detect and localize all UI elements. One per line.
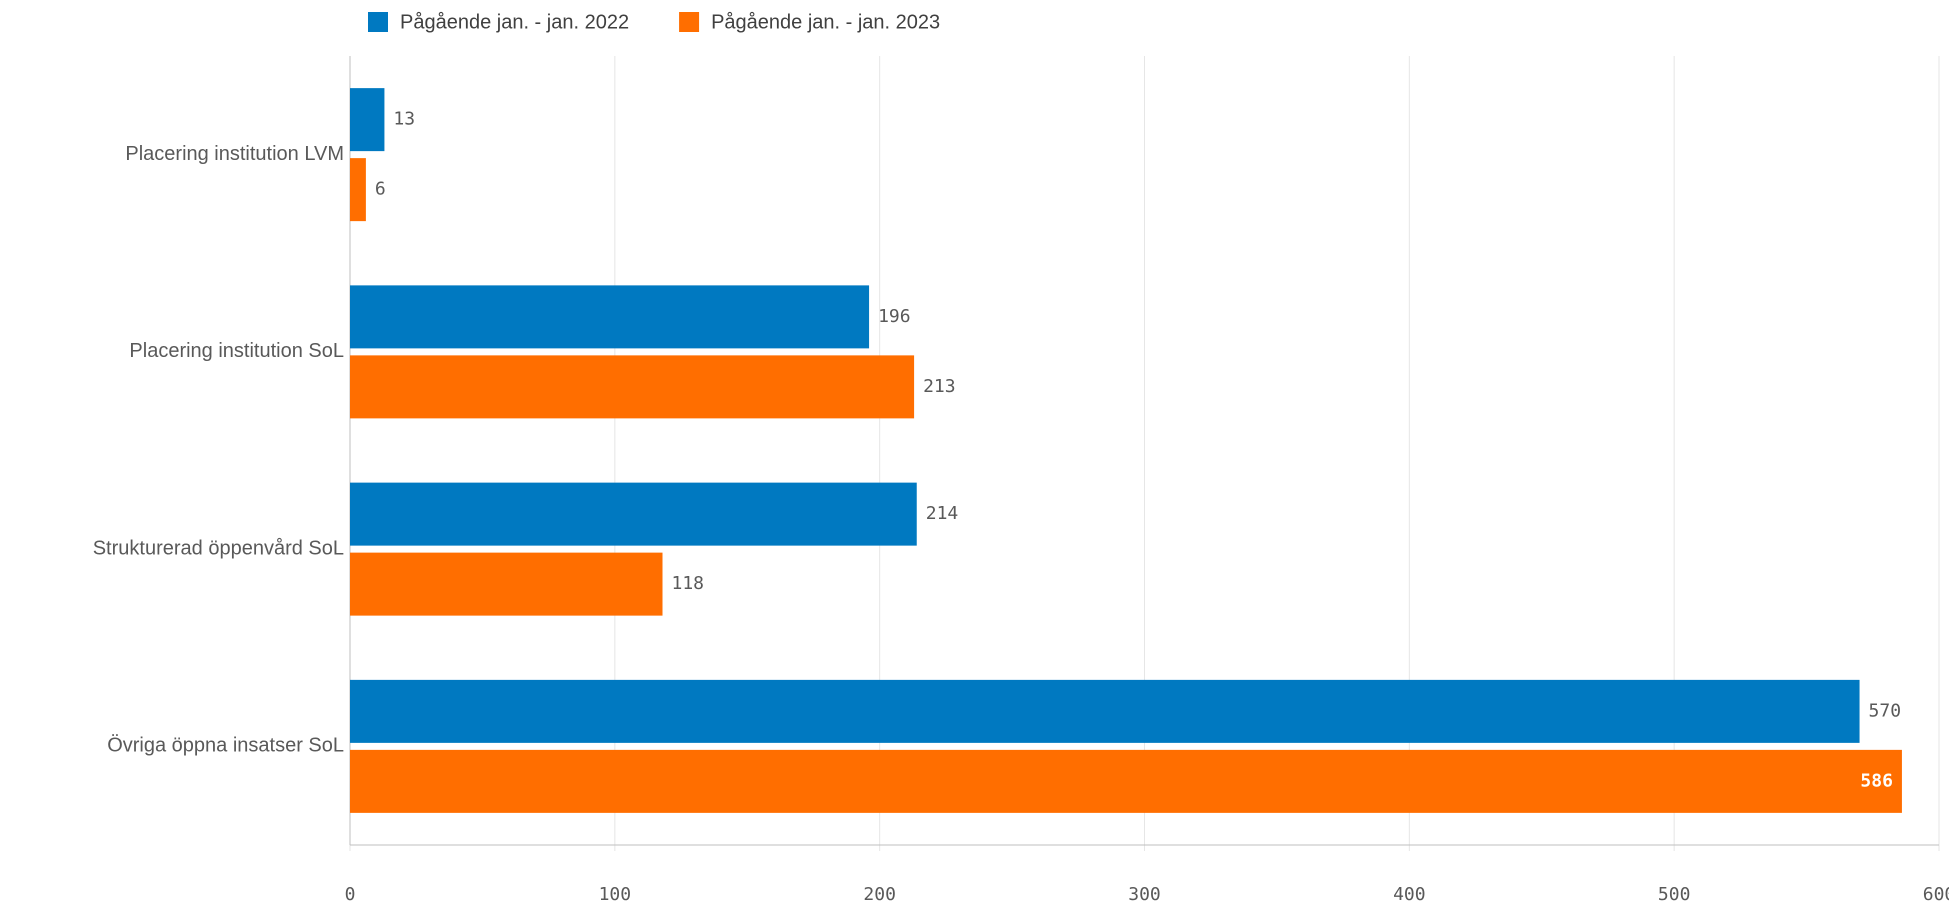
- bar: [350, 355, 915, 419]
- data-label: 118: [672, 573, 705, 594]
- bar: [350, 88, 385, 152]
- y-tick-label: Placering institution SoL: [129, 340, 344, 362]
- bar: [350, 158, 366, 222]
- bar: [350, 285, 870, 349]
- legend-label: Pågående jan. - jan. 2022: [400, 11, 629, 33]
- x-tick-label: 400: [1393, 884, 1426, 905]
- y-tick-label: Övriga öppna insatser SoL: [107, 735, 344, 757]
- x-tick-label: 200: [863, 884, 896, 905]
- x-tick-label: 300: [1128, 884, 1161, 905]
- y-tick-label: Placering institution LVM: [125, 143, 344, 165]
- bar: [350, 482, 917, 546]
- x-tick-label: 100: [599, 884, 632, 905]
- y-tick-label: Strukturerad öppenvård SoL: [93, 537, 344, 559]
- data-label: 586: [1860, 770, 1893, 791]
- bar: [350, 552, 663, 616]
- data-label: 213: [923, 376, 956, 397]
- x-tick-label: 0: [345, 884, 356, 905]
- data-label: 570: [1869, 700, 1902, 721]
- data-label: 214: [926, 503, 959, 524]
- x-tick-label: 600: [1923, 884, 1949, 905]
- bar: [350, 749, 1902, 813]
- x-tick-label: 500: [1658, 884, 1691, 905]
- data-label: 6: [375, 179, 386, 200]
- data-label: 196: [878, 306, 911, 327]
- bar: [350, 679, 1860, 743]
- data-label: 13: [393, 109, 415, 130]
- legend-swatch: [679, 12, 700, 32]
- legend-swatch: [368, 12, 388, 32]
- legend-label: Pågående jan. - jan. 2023: [711, 11, 940, 33]
